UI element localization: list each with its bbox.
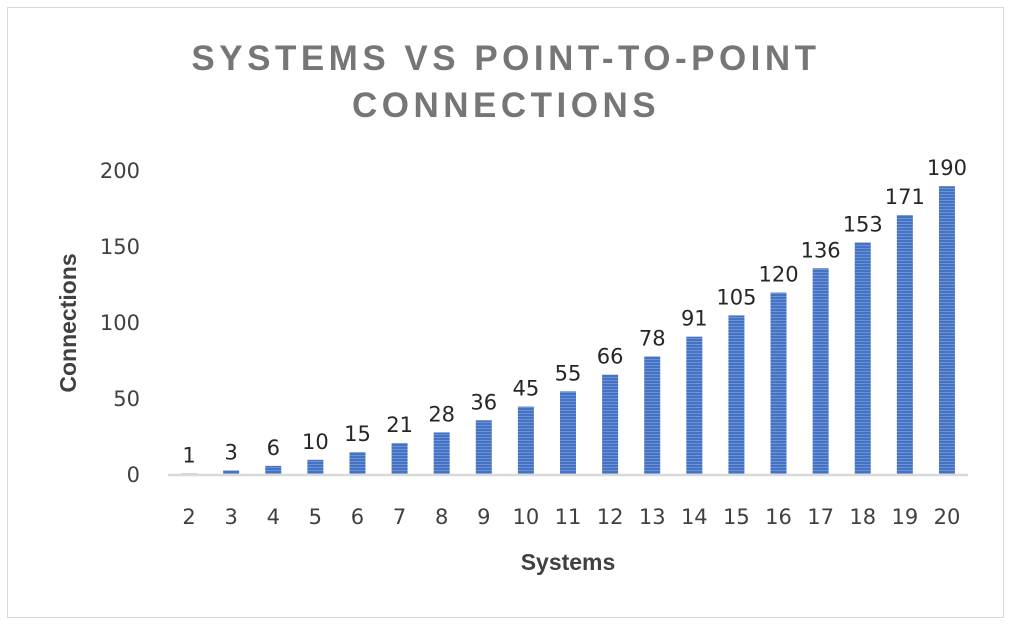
bar-value-label: 45 [513,377,540,401]
x-tick-label: 10 [513,505,540,529]
y-tick-label: 50 [113,387,140,411]
y-tick-label: 200 [100,159,140,183]
bar-value-label: 15 [344,422,371,446]
data-labels: 1 3 6 10 15 21 2836455566789110512013615317119… [182,156,967,467]
x-tick-label: 19 [891,505,918,529]
x-axis-ticks: 2 3 4 5 6 7 8 9 10 11 12 13 14 15 16 17 18 19 20 [182,505,960,529]
bar-value-label: 136 [801,238,841,262]
bar [854,242,871,475]
bar [517,406,534,475]
bar-value-label: 28 [428,402,455,426]
bar-value-label: 55 [555,361,582,385]
x-axis-title: Systems [521,549,616,575]
bar [307,459,324,475]
bar-value-label: 36 [470,390,497,414]
bar-value-label: 3 [224,440,237,464]
x-tick-label: 16 [765,505,792,529]
x-tick-label: 6 [351,505,364,529]
x-tick-label: 13 [639,505,666,529]
bar-value-label: 190 [927,156,967,180]
chart-title-line-2: CONNECTIONS [352,86,660,125]
x-tick-label: 20 [934,505,961,529]
bar-value-label: 153 [843,212,883,236]
bars [181,186,955,475]
x-tick-label: 3 [224,505,237,529]
chart-title-line-1: SYSTEMS VS POINT-TO-POINT [191,39,820,78]
x-tick-label: 12 [597,505,624,529]
y-tick-label: 150 [100,235,140,259]
y-tick-label: 100 [100,311,140,335]
bar-value-label: 6 [267,436,280,460]
bar [391,443,408,475]
bar-value-label: 10 [302,430,329,454]
bar [560,391,576,475]
bar [433,432,450,475]
y-tick-label: 0 [127,463,140,487]
bar [896,215,913,475]
y-axis-title: Connections [55,253,81,392]
bar-value-label: 78 [639,326,666,350]
bar [812,268,829,475]
bar-value-label: 91 [681,307,708,331]
bar [223,470,240,475]
bar [728,315,745,475]
x-tick-label: 9 [477,505,490,529]
bar-value-label: 21 [386,413,413,437]
bar-value-label: 1 [182,443,195,467]
x-tick-label: 5 [309,505,322,529]
bar [265,465,282,475]
chart-frame [7,7,1004,618]
bar-value-label: 171 [885,185,925,209]
x-tick-label: 18 [849,505,876,529]
bar [686,336,703,475]
x-tick-label: 8 [435,505,448,529]
x-tick-label: 11 [555,505,582,529]
bar [475,420,492,475]
bar [938,186,955,475]
bar-value-label: 66 [597,345,624,369]
x-tick-label: 14 [681,505,708,529]
x-tick-label: 4 [267,505,280,529]
x-tick-label: 2 [182,505,195,529]
y-axis-ticks: 0 50 100 150 200 [100,159,140,487]
bar [770,292,787,475]
bar [602,374,619,475]
bar-value-label: 120 [758,263,798,287]
x-tick-label: 15 [723,505,750,529]
bar [644,356,661,475]
bar-value-label: 105 [716,285,756,309]
x-tick-label: 17 [807,505,834,529]
x-tick-label: 7 [393,505,406,529]
bar [349,452,366,475]
